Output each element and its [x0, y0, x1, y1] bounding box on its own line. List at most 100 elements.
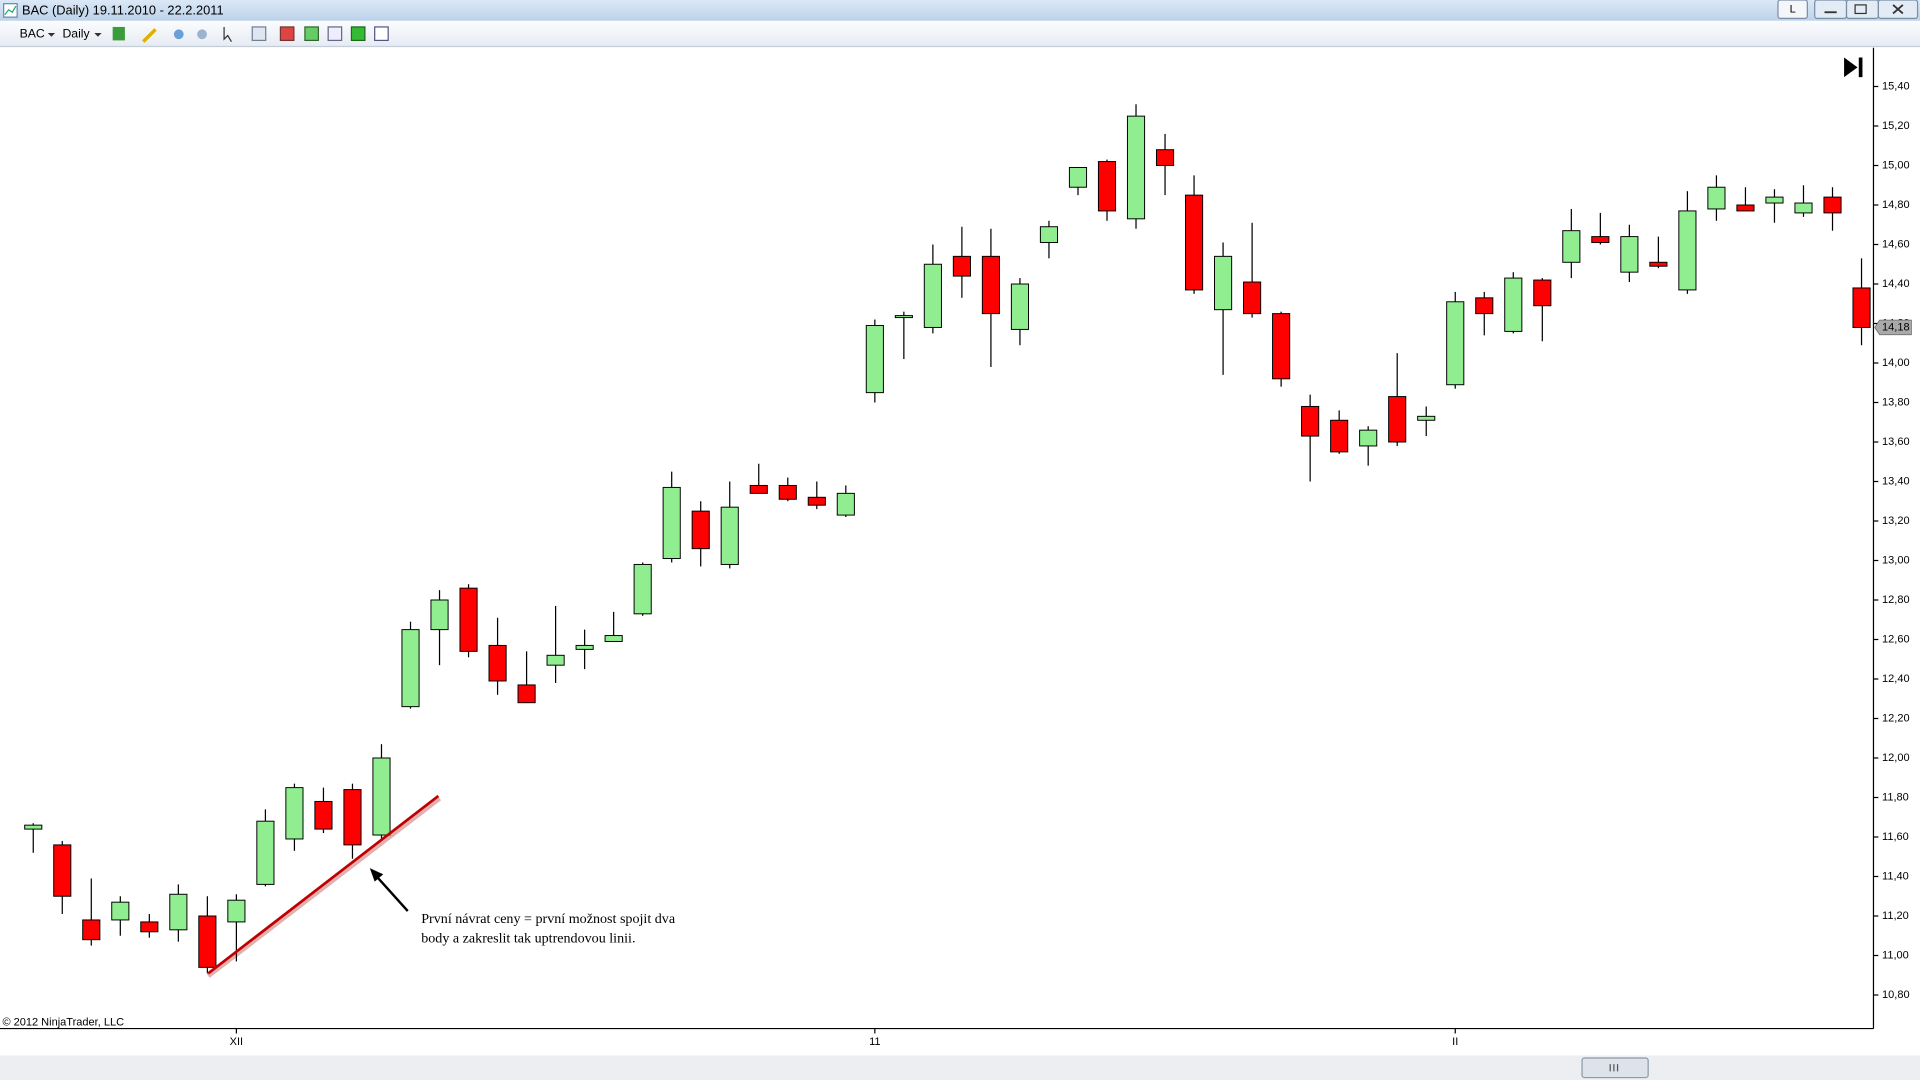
candle-body: [285, 787, 304, 840]
candle-body: [1678, 210, 1697, 291]
last-price-marker: [1874, 319, 1912, 336]
y-tick-label: 15,40: [1882, 80, 1910, 92]
drawing-tool-button[interactable]: [142, 28, 157, 43]
candle-body: [1126, 115, 1146, 220]
candle-body: [401, 629, 420, 708]
candle-body: [24, 824, 43, 830]
candle-body: [1097, 161, 1117, 212]
data-box-button[interactable]: [251, 26, 267, 42]
toolbar-icons: [112, 26, 389, 43]
candle-body: [720, 506, 739, 565]
candle-body: [314, 800, 333, 830]
candle-body: [807, 496, 826, 506]
candle-body: [1388, 396, 1407, 443]
window-title: BAC (Daily) 19.11.2010 - 22.2.2011: [22, 2, 224, 17]
candle-body: [1823, 196, 1842, 214]
candle-body: [981, 255, 1000, 315]
candle-body: [1417, 415, 1436, 421]
candle-body: [952, 255, 971, 277]
candle-body: [894, 315, 913, 319]
interval-selector[interactable]: Daily: [62, 27, 90, 41]
link-button-glyph: L: [1790, 4, 1796, 16]
candle-body: [1794, 202, 1813, 214]
cursor-button[interactable]: [223, 26, 232, 42]
candle-body: [372, 757, 391, 836]
candle-body: [1010, 283, 1030, 330]
candle-body: [865, 324, 884, 394]
y-tick-label: 14,00: [1882, 357, 1910, 369]
last-price-label: 14,18: [1882, 321, 1910, 333]
properties-button[interactable]: [374, 26, 389, 42]
arrow-head: [369, 868, 384, 882]
candle-body: [1155, 149, 1175, 166]
indicators-button[interactable]: [304, 26, 319, 42]
x-tick-label: XII: [230, 1036, 243, 1048]
candle-body: [1039, 226, 1059, 244]
y-tick-label: 11,20: [1882, 910, 1909, 922]
candle-body: [1301, 405, 1320, 437]
y-tick-label: 12,20: [1882, 712, 1910, 724]
candle-body: [1446, 301, 1465, 386]
candle-body: [1533, 279, 1552, 307]
candle-body: [459, 587, 478, 652]
scrollbar-thumb[interactable]: [1581, 1057, 1649, 1079]
candle-body: [1591, 236, 1610, 244]
candle-body: [53, 844, 72, 897]
candle-body: [1475, 297, 1494, 315]
y-tick-label: 11,40: [1882, 870, 1909, 882]
candle-body: [198, 915, 217, 968]
zoom-out-button[interactable]: [197, 29, 207, 40]
scroll-to-end-button[interactable]: [1844, 57, 1863, 78]
candle-body: [140, 921, 159, 933]
candle-body: [633, 563, 652, 615]
close-glyph: [1892, 4, 1904, 15]
maximize-button[interactable]: [1845, 0, 1879, 19]
candle-body: [778, 484, 797, 500]
candle-body: [488, 644, 507, 682]
candle-body: [662, 486, 681, 560]
candle-body: [604, 635, 623, 642]
candle-body: [1562, 230, 1581, 263]
maximize-glyph: [1854, 4, 1867, 15]
candle-body: [256, 820, 275, 885]
annotation-line: První návrat ceny = první možnost spojit…: [421, 911, 676, 927]
instrument-selector[interactable]: BAC: [20, 27, 45, 41]
y-tick-label: 14,80: [1882, 199, 1910, 211]
candle-body: [111, 901, 130, 921]
candle-body: [227, 899, 246, 923]
candle-body: [1852, 287, 1871, 328]
candle-body: [691, 510, 710, 550]
zoom-in-button[interactable]: [173, 29, 184, 40]
candle-body: [1765, 196, 1784, 204]
chart-style-button[interactable]: [112, 26, 125, 41]
y-tick-label: 14,40: [1882, 278, 1910, 290]
minimize-button[interactable]: [1814, 0, 1848, 19]
candle-body: [836, 492, 855, 516]
app-icon-line: [4, 5, 17, 16]
candle-body: [517, 684, 536, 704]
candle-body: [575, 644, 594, 650]
trendline: [207, 794, 440, 975]
y-tick-label: 13,00: [1882, 554, 1910, 566]
y-tick-label: 12,80: [1882, 594, 1910, 606]
money-button[interactable]: [350, 26, 366, 42]
orders-button[interactable]: [279, 26, 295, 42]
chart-area: [0, 47, 1920, 1056]
candle-body: [1707, 186, 1726, 210]
candle-body: [749, 484, 768, 494]
candle-body: [1736, 204, 1755, 212]
dropdown-arrow: [94, 33, 102, 37]
candle-body: [1649, 261, 1668, 267]
y-tick-label: 14,60: [1882, 238, 1910, 250]
candle-body: [1620, 236, 1639, 273]
candle-body: [1359, 429, 1378, 447]
y-tick-label: 12,60: [1882, 633, 1910, 645]
trendline-shadow: [206, 796, 442, 978]
link-button[interactable]: [1777, 0, 1808, 19]
x-tick-label: II: [1452, 1036, 1458, 1048]
candle-body: [1068, 166, 1088, 188]
y-tick-label: 11,80: [1882, 791, 1909, 803]
strategies-button[interactable]: [327, 26, 343, 42]
